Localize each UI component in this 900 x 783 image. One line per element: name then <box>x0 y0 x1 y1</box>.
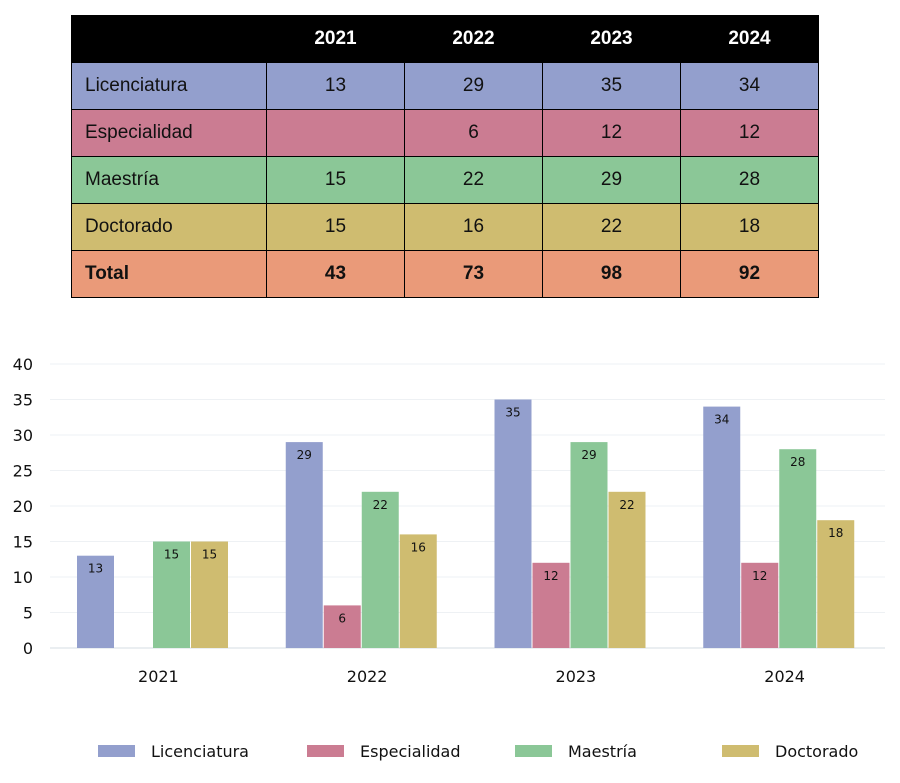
bar <box>77 555 114 648</box>
bar <box>285 442 323 648</box>
y-tick-label: 25 <box>13 462 33 481</box>
y-tick-label: 20 <box>13 497 33 516</box>
data-label: 34 <box>714 413 729 427</box>
table-cell: 28 <box>680 156 819 204</box>
y-tick-label: 10 <box>13 568 33 587</box>
legend-swatch <box>307 745 344 757</box>
bar <box>741 562 779 648</box>
table-cell: 22 <box>542 203 681 251</box>
row-label: Total <box>71 250 267 298</box>
table-cell: 15 <box>266 203 405 251</box>
row-label: Maestría <box>71 156 267 204</box>
legend-swatch <box>722 745 759 757</box>
table-row: Doctorado 15 16 22 18 <box>71 203 819 251</box>
y-tick-label: 30 <box>13 426 33 445</box>
table-cell: 92 <box>680 250 819 298</box>
table-cell: 73 <box>404 250 543 298</box>
legend-item: Maestría <box>515 741 637 761</box>
y-tick-label: 40 <box>13 355 33 374</box>
x-tick-label: 2023 <box>556 667 597 686</box>
table-row: Maestría 15 22 29 28 <box>71 156 819 204</box>
table-header-row: 2021 2022 2023 2024 <box>71 15 819 63</box>
y-tick-label: 15 <box>13 533 33 552</box>
table-cell: 34 <box>680 62 819 110</box>
table-cell: 13 <box>266 62 405 110</box>
x-tick-label: 2022 <box>347 667 388 686</box>
bar <box>361 491 399 648</box>
row-label: Especialidad <box>71 109 267 157</box>
data-label: 28 <box>790 455 805 469</box>
header-cell-year: 2021 <box>266 15 405 63</box>
legend-item: Especialidad <box>307 741 461 761</box>
data-label: 15 <box>202 548 217 562</box>
data-label: 35 <box>505 406 520 420</box>
data-label: 29 <box>297 448 312 462</box>
bar <box>191 541 228 648</box>
legend-label: Especialidad <box>360 741 461 761</box>
table-cell: 29 <box>542 156 681 204</box>
bar <box>153 541 190 648</box>
header-cell-corner <box>71 15 267 63</box>
bar <box>779 449 817 648</box>
table-cell: 43 <box>266 250 405 298</box>
y-tick-label: 0 <box>23 639 33 658</box>
data-table: 2021 2022 2023 2024 Licenciatura 13 29 3… <box>71 15 819 298</box>
header-cell-year: 2022 <box>404 15 543 63</box>
bar <box>608 491 646 648</box>
legend-swatch <box>515 745 552 757</box>
bar <box>532 562 570 648</box>
table-cell: 98 <box>542 250 681 298</box>
table-row: Licenciatura 13 29 35 34 <box>71 62 819 110</box>
table-cell: 16 <box>404 203 543 251</box>
bar <box>570 442 608 648</box>
table-row-total: Total 43 73 98 92 <box>71 250 819 298</box>
legend-label: Doctorado <box>775 741 859 761</box>
row-label: Licenciatura <box>71 62 267 110</box>
legend-label: Maestría <box>568 741 637 761</box>
legend-item: Licenciatura <box>98 741 249 761</box>
x-tick-label: 2024 <box>764 667 805 686</box>
table-cell: 22 <box>404 156 543 204</box>
bar <box>817 520 855 648</box>
bar <box>399 534 437 648</box>
legend-label: Licenciatura <box>151 741 249 761</box>
row-label: Doctorado <box>71 203 267 251</box>
data-label: 12 <box>752 569 767 583</box>
table-cell: 35 <box>542 62 681 110</box>
legend-swatch <box>98 745 135 757</box>
data-label: 12 <box>543 569 558 583</box>
table-cell: 12 <box>542 109 681 157</box>
header-cell-year: 2023 <box>542 15 681 63</box>
bar <box>494 399 532 648</box>
x-tick-label: 2021 <box>138 667 179 686</box>
data-label: 18 <box>828 526 843 540</box>
bar <box>323 605 361 648</box>
data-label: 16 <box>411 540 426 554</box>
table-cell: 6 <box>404 109 543 157</box>
data-label: 22 <box>619 498 634 512</box>
table-cell: 29 <box>404 62 543 110</box>
bar-chart: 0 5 10 15 20 25 30 35 40 2021 2022 2023 2024 13 15 15 29… <box>13 355 885 686</box>
table-cell: 18 <box>680 203 819 251</box>
table-cell <box>266 109 405 157</box>
data-label: 6 <box>338 611 346 625</box>
data-label: 15 <box>164 548 179 562</box>
data-label: 29 <box>581 448 596 462</box>
table-cell: 15 <box>266 156 405 204</box>
table-cell: 12 <box>680 109 819 157</box>
data-label: 13 <box>88 562 103 576</box>
chart-legend: Licenciatura Especialidad Maestría Doctorad… <box>0 735 900 765</box>
legend-item: Doctorado <box>722 741 858 761</box>
y-tick-label: 35 <box>13 391 33 410</box>
bar <box>703 406 741 648</box>
data-label: 22 <box>373 498 388 512</box>
header-cell-year: 2024 <box>680 15 819 63</box>
table-row: Especialidad 6 12 12 <box>71 109 819 157</box>
y-tick-label: 5 <box>23 604 33 623</box>
